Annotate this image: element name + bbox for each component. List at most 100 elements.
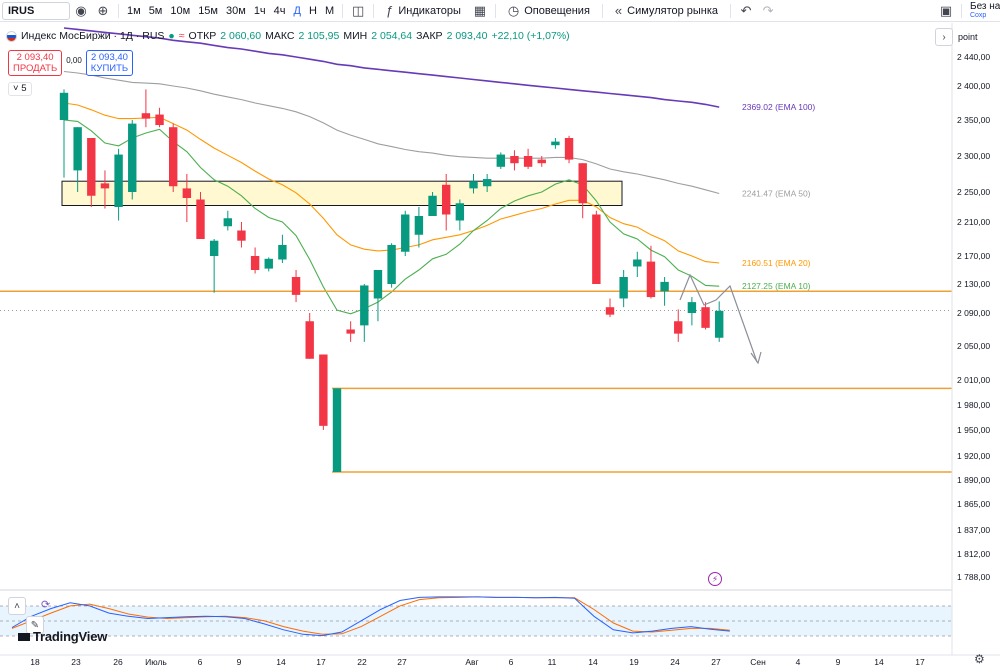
buy-button[interactable]: 2 093,40 КУПИТЬ — [85, 50, 134, 76]
time-tick-label: 14 — [588, 657, 598, 667]
price-tick-label: 1 865,00 — [957, 499, 990, 509]
close-label: ЗАКР — [416, 30, 443, 42]
eye-icon[interactable]: ◉ — [75, 2, 87, 18]
templates-grid-icon[interactable]: ▦ — [473, 2, 487, 18]
chevron-up-icon: ˅ — [13, 83, 19, 94]
undo-icon[interactable]: ↶ — [740, 2, 752, 18]
timeframe-4[interactable]: 30м — [226, 4, 246, 17]
price-tick-label: 2 170,00 — [957, 251, 990, 261]
price-tick-label: 2 440,00 — [957, 52, 990, 62]
candle-body — [128, 123, 137, 192]
candles-type-icon[interactable]: ◫ — [351, 2, 365, 18]
candle-body — [455, 203, 465, 221]
price-tick-label: 1 950,00 — [957, 425, 990, 435]
layout-save-label: Сохр — [970, 12, 987, 19]
time-tick-label: 6 — [509, 657, 514, 667]
timeframe-9[interactable]: М — [324, 4, 335, 17]
price-tick-label: 2 210,00 — [957, 217, 990, 227]
toolbar-divider — [373, 3, 375, 18]
pane-collapse-button[interactable]: ˄ — [8, 597, 26, 615]
candle-body — [346, 329, 355, 334]
timeframe-6[interactable]: 4ч — [273, 4, 286, 17]
time-tick-label: 9 — [836, 657, 841, 667]
toolbar-divider — [118, 3, 119, 18]
price-tick-label: 2 130,00 — [957, 279, 990, 289]
time-tick-label: 19 — [629, 657, 639, 667]
indicators-icon: ƒ — [386, 2, 394, 18]
time-tick-label: 11 — [548, 657, 557, 667]
open-value: 2 060,60 — [220, 30, 262, 42]
indicators-button[interactable]: ƒ Индикаторы — [378, 1, 469, 21]
pencil-icon[interactable]: ✎ — [26, 616, 44, 634]
series-legend: Индекс МосБиржи · 1Д · RUS ● ≈ ОТКР 2 060… — [6, 30, 570, 42]
price-tick-label: 2 300,00 — [957, 151, 990, 161]
zone-rectangle[interactable] — [61, 180, 623, 206]
price-tick-label: 2 090,00 — [957, 308, 990, 318]
candle-body — [155, 114, 164, 126]
fullscreen-icon[interactable]: ▣ — [939, 3, 953, 18]
indicators-count: 5 — [21, 83, 27, 94]
compare-plus-icon[interactable]: ⊕ — [97, 2, 109, 18]
candle-body — [578, 163, 587, 204]
symbol-search[interactable]: IRUS — [2, 1, 70, 20]
buy-price: 2 093,40 — [90, 52, 128, 63]
layout-name-button[interactable]: Без на Сохр — [966, 2, 1000, 20]
time-tick-label: 17 — [316, 657, 326, 667]
candle-body — [551, 141, 560, 146]
projection-path[interactable] — [679, 273, 758, 363]
sell-button[interactable]: 2 093,40 ПРОДАТЬ — [8, 50, 63, 76]
time-tick-label: 14 — [276, 657, 286, 667]
redo-icon[interactable]: ↷ — [762, 2, 774, 18]
timeframe-2[interactable]: 10м — [170, 4, 191, 17]
time-axis[interactable]: 18 23 26 Июль 6 9 14 17 22 27 Авг 6 11 14 19 24 27 Сен 4 9 1… — [0, 654, 1000, 667]
projection-arrow[interactable] — [679, 273, 762, 365]
candles — [59, 89, 724, 472]
time-tick-label: 27 — [711, 657, 721, 667]
settings-gear-icon[interactable]: ⚙ — [974, 652, 985, 666]
consolidation-zone[interactable] — [61, 180, 623, 206]
price-tick-label: 1 890,00 — [957, 475, 990, 485]
price-tick-label: 2 250,00 — [957, 187, 990, 197]
candle-body — [182, 188, 192, 198]
candle-body — [646, 261, 656, 298]
timeframe-0[interactable]: 1м — [127, 4, 141, 17]
alerts-button[interactable]: ◷ Оповещения — [500, 1, 598, 21]
candle-body — [401, 214, 410, 252]
price-axis-unit: point — [958, 32, 978, 42]
time-tick-label: 23 — [71, 657, 81, 667]
candle-body — [114, 154, 123, 207]
ema-label-1: 2241.47 (EMA 50) — [742, 189, 811, 199]
top-toolbar: IRUS ◉ ⊕ 1м 5м 10м 15м 30м 1ч 4ч Д Н М ◫ ƒ Индикат… — [0, 0, 1000, 22]
flash-icon[interactable]: ⚡ — [708, 572, 722, 586]
oscillator-settings-icon[interactable]: ⟳ — [41, 599, 51, 611]
toolbar-right: ▣ Без на Сохр — [935, 0, 1000, 22]
time-tick-label: 18 — [30, 657, 40, 667]
alarm-clock-icon: ◷ — [507, 2, 520, 18]
series-title[interactable]: Индекс МосБиржи · 1Д · RUS — [21, 30, 165, 42]
time-tick-label: 26 — [113, 657, 123, 667]
change-value: +22,10 (+1,07%) — [491, 30, 570, 42]
candle-body — [523, 156, 533, 167]
legend-approx-icon: ≈ — [178, 30, 185, 42]
timeframe-7[interactable]: Д — [293, 4, 301, 17]
toolbar-divider — [494, 3, 496, 18]
toolbar-divider — [730, 3, 732, 18]
price-axis[interactable]: point 2 440,00 2 400,00 2 350,00 2 300,00 2 2… — [951, 23, 1000, 655]
candle-body — [674, 321, 683, 334]
scroll-right-button[interactable]: › — [935, 28, 953, 46]
timeframe-1[interactable]: 5м — [148, 4, 163, 17]
indicators-collapse-button[interactable]: ˅ 5 — [8, 82, 32, 96]
replay-button[interactable]: « Симулятор рынка — [607, 1, 726, 21]
legend-dot: ● — [168, 30, 175, 42]
candle-body — [469, 181, 478, 189]
candle-body — [100, 183, 110, 189]
candle-body — [319, 354, 328, 426]
candle-body — [250, 256, 260, 270]
time-tick-label: 27 — [397, 657, 407, 667]
candle-body — [605, 307, 615, 315]
timeframe-3[interactable]: 15м — [198, 4, 218, 17]
sell-price: 2 093,40 — [16, 52, 54, 63]
timeframe-5[interactable]: 1ч — [253, 4, 266, 17]
timeframe-8[interactable]: Н — [308, 4, 317, 17]
